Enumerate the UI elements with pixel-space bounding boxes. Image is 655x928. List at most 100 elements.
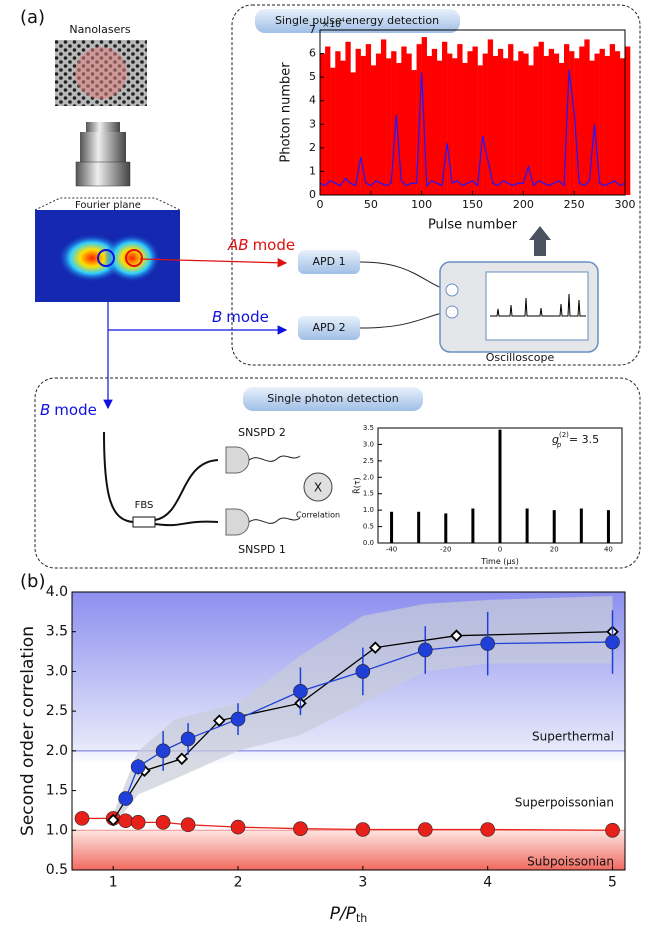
y-tick-label: 6: [309, 47, 316, 60]
bar: [538, 41, 544, 196]
marker: [230, 819, 246, 835]
bar: [589, 60, 595, 196]
y-tick-label: 3.0: [46, 663, 68, 679]
marker: [355, 822, 371, 837]
bar: [553, 53, 560, 196]
bar: [497, 48, 504, 195]
bar: [467, 51, 473, 195]
marker: [230, 711, 246, 727]
line: [319, 70, 626, 187]
mode-word: mode: [253, 236, 296, 254]
bar: [421, 37, 427, 196]
bar: [350, 72, 356, 195]
bar: [625, 46, 631, 195]
y-tick-label: 1.5: [363, 490, 374, 498]
label: X: [314, 481, 322, 495]
bar: [584, 39, 590, 195]
label: Nanolasers: [69, 23, 130, 36]
wire: [248, 455, 301, 462]
cable: [359, 311, 447, 329]
axis-multiplier: ×104: [322, 17, 345, 30]
bar: [426, 55, 433, 195]
bar: [386, 58, 392, 196]
line: [112, 631, 613, 821]
marker: [155, 815, 171, 830]
bar: [381, 39, 387, 195]
marker: [106, 813, 120, 827]
y-tick-label: 1.0: [363, 506, 374, 514]
bar: [401, 46, 407, 195]
x-tick-label: 40: [604, 545, 613, 553]
bar: [370, 65, 377, 195]
arrow: [529, 226, 551, 256]
marker: [369, 641, 382, 654]
y-tick-label: 0.5: [363, 523, 374, 531]
x-axis-label: P/Pth: [330, 904, 368, 925]
region-label: Superpoissonian: [515, 796, 614, 810]
mode-word: mode: [226, 308, 269, 326]
bar: [442, 41, 448, 196]
marker: [480, 822, 495, 837]
marker: [155, 743, 171, 759]
fiber: [154, 459, 219, 521]
marker: [293, 683, 308, 699]
y-tick-label: 4: [309, 94, 316, 107]
mode-symbol: B: [212, 308, 222, 326]
marker: [417, 642, 433, 658]
osc-port: [445, 305, 459, 319]
mode-symbol: B: [40, 401, 50, 419]
marker: [180, 731, 196, 747]
apd-label: APD 2: [312, 321, 345, 334]
bar: [431, 48, 438, 195]
marker: [130, 815, 146, 830]
region-label: Superthermal: [532, 730, 614, 744]
y-tick-label: 0.5: [46, 862, 68, 878]
marker: [450, 629, 463, 642]
bar: [579, 508, 583, 543]
bar: [325, 46, 331, 195]
osc-screen: [485, 271, 589, 341]
x-axis-label: Pulse number: [428, 217, 518, 232]
bar: [436, 60, 443, 196]
x-tick-label: -20: [440, 545, 451, 553]
y-tick-label: 3.0: [363, 440, 374, 448]
laser-spot: [75, 47, 127, 99]
bar: [525, 508, 529, 543]
marker: [180, 817, 196, 833]
fourier-lobe: [104, 234, 160, 282]
detection-box: [34, 377, 641, 569]
panel-label: (a): [20, 7, 45, 28]
bar: [518, 51, 524, 195]
bar: [365, 44, 372, 196]
bar: [417, 511, 421, 543]
osc-trace: [490, 293, 586, 317]
y-tick-label: 1: [309, 164, 316, 177]
x-tick-label: 20: [550, 545, 559, 553]
box-title: Single photon detection: [267, 392, 398, 405]
y-tick-label: 2.0: [46, 743, 68, 759]
y-tick-label: 4.0: [46, 584, 68, 600]
label: SNSPD 2: [238, 426, 286, 439]
x-tick-label: 4: [483, 875, 492, 891]
bar: [452, 58, 458, 196]
x-tick-label: 50: [364, 198, 378, 211]
apd: [298, 250, 360, 274]
y-tick-label: 1.0: [46, 822, 68, 838]
marker: [605, 822, 620, 838]
bar: [614, 51, 621, 195]
annotation: g(2) p = 3.5: [552, 431, 599, 449]
multiplier-base: ×10: [322, 20, 341, 30]
bar: [599, 48, 605, 195]
osc-port: [445, 283, 459, 297]
marker: [118, 813, 133, 829]
bar: [604, 55, 610, 195]
bar: [375, 53, 382, 196]
marker: [355, 664, 371, 679]
y-tick-label: 2.5: [363, 457, 374, 465]
y-axis-label: Second order correlation: [18, 626, 38, 836]
x-axis-label: Time (μs): [480, 557, 519, 566]
label: FBS: [135, 500, 154, 511]
bar: [528, 65, 534, 195]
bar: [609, 44, 616, 196]
marker: [605, 634, 620, 650]
